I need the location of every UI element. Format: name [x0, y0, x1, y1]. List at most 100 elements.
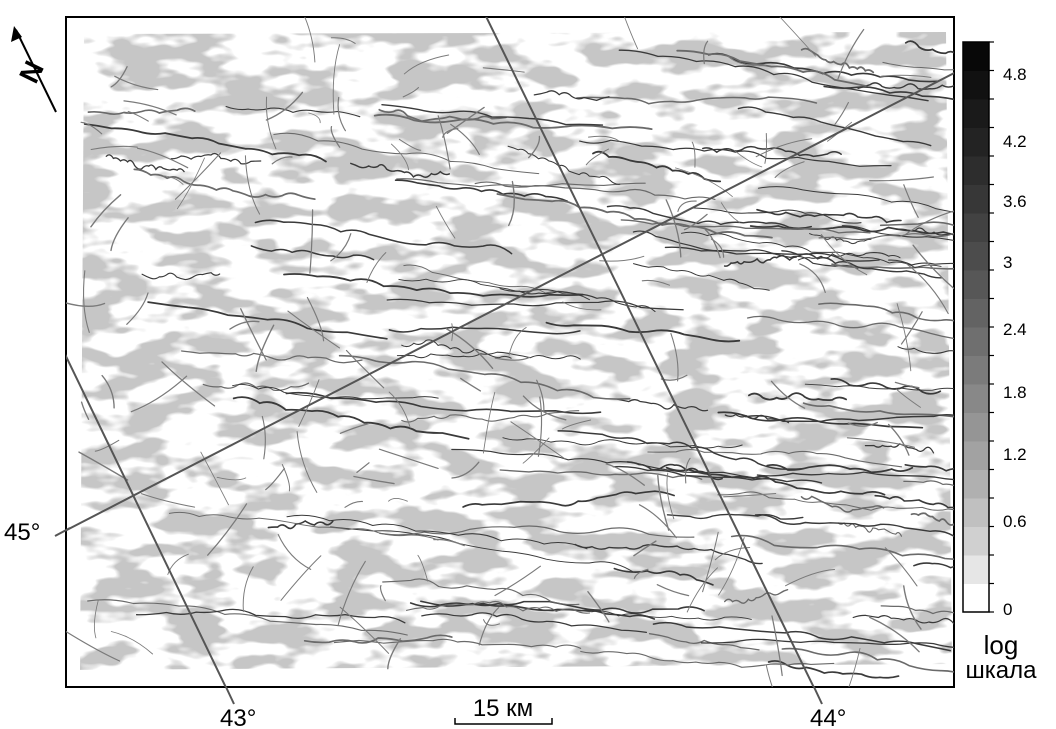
lineament-line [350, 162, 451, 178]
lineament-line [394, 179, 569, 203]
legend-shade-band [963, 184, 989, 214]
lineament-line [87, 599, 408, 636]
lineament-line [702, 145, 842, 158]
lineament-line [265, 467, 285, 491]
north-arrow-shaft [15, 29, 57, 113]
lineament-line [232, 383, 439, 400]
lineament-line [592, 150, 722, 183]
lineament-line [105, 154, 185, 173]
legend-shade-band [963, 70, 989, 100]
lineament-line [913, 562, 954, 569]
lineament-line [756, 208, 902, 224]
lineament-line [903, 184, 919, 218]
lineament-line [110, 66, 128, 88]
lineament-line [482, 67, 525, 73]
lineament-line [451, 448, 763, 480]
lineament-line [616, 398, 709, 412]
lineament-line [403, 264, 575, 295]
lineament-line [261, 415, 266, 460]
lineament-line [746, 315, 954, 340]
lineament-line [700, 638, 954, 649]
lineament-line [265, 96, 277, 150]
lineament-line [80, 401, 90, 420]
lineament-line [800, 495, 885, 513]
legend-color-bar [963, 42, 989, 613]
lineament-line [133, 168, 316, 200]
lineament-line [382, 578, 580, 606]
lineament-line [852, 614, 954, 625]
lineament-line [483, 619, 500, 626]
lineament-line [770, 380, 806, 409]
lineament-line [884, 547, 918, 587]
north-arrow-head-icon [11, 26, 22, 42]
map-area [66, 17, 954, 687]
legend-ticks [989, 41, 994, 613]
lineament-line [576, 96, 818, 105]
lineament-line [332, 44, 341, 115]
lineament-line [633, 568, 649, 579]
lineament-line [545, 321, 741, 343]
legend-tick-label: 2.4 [1003, 320, 1027, 339]
lineament-line [894, 381, 920, 389]
lineament-line [398, 278, 590, 301]
lineament-line [409, 602, 656, 620]
lineament-line [101, 374, 115, 409]
lineament-line [897, 346, 954, 354]
legend-shade-band [963, 241, 989, 271]
lineament-line [831, 263, 954, 270]
lineament-line [710, 238, 725, 258]
lineament-line [83, 123, 327, 163]
lineament-line [703, 40, 709, 65]
lineament-line [378, 108, 507, 123]
lineament-line [767, 660, 900, 679]
legend-shade-band [963, 99, 989, 128]
legend-shade-band [963, 441, 989, 470]
lineament-line [733, 149, 763, 168]
lineament-line [66, 630, 121, 662]
lineament-line [232, 396, 470, 440]
lineament-line [632, 263, 770, 291]
lineament-line [176, 157, 205, 210]
lineament-line [442, 127, 459, 138]
lineament-line [433, 538, 465, 547]
lineament-line [273, 132, 540, 175]
lineament-line [723, 492, 777, 498]
lineament-line [168, 511, 439, 541]
graticule-line-lat-45 [66, 71, 954, 532]
coord-label-lat-45: 45° [4, 519, 40, 546]
lineament-line [333, 638, 582, 649]
graticule-tick-lon-44 [813, 686, 823, 705]
lineament-line [494, 565, 541, 597]
lineament-line [437, 115, 451, 170]
lineament-line [90, 145, 138, 151]
lineament-line [606, 205, 813, 229]
lineament-line [242, 566, 254, 612]
lineament-line [724, 413, 790, 424]
lineament-line [612, 465, 823, 484]
lineament-line [900, 311, 923, 345]
lineament-line [344, 500, 363, 508]
graticule-line-lon-44 [485, 17, 815, 687]
lineament-line [869, 616, 920, 653]
lineament-line [670, 332, 679, 382]
lineament-line [647, 448, 903, 468]
lineament-line [666, 472, 675, 520]
scale-bar-label: 15 км [473, 695, 533, 722]
lineament-line [605, 463, 645, 486]
lineament-line [337, 560, 366, 627]
legend-shade-band [963, 412, 989, 442]
lineament-line [684, 457, 691, 484]
lineament-line [508, 327, 527, 356]
lineament-line [507, 145, 621, 185]
lineament-line [676, 49, 867, 87]
lineament-line [779, 17, 817, 57]
legend-shade-band [963, 156, 989, 185]
lineament-line [265, 91, 304, 121]
graticule-tick-lon-43 [225, 686, 235, 705]
legend: 4.8 4.2 3.6 3 2.4 1.8 1.2 0.6 0 log шкал… [962, 41, 1037, 684]
lineament-line [744, 414, 954, 423]
lineament-line [730, 534, 954, 561]
lineament-line [830, 378, 942, 395]
north-arrow-label: N [13, 56, 50, 88]
